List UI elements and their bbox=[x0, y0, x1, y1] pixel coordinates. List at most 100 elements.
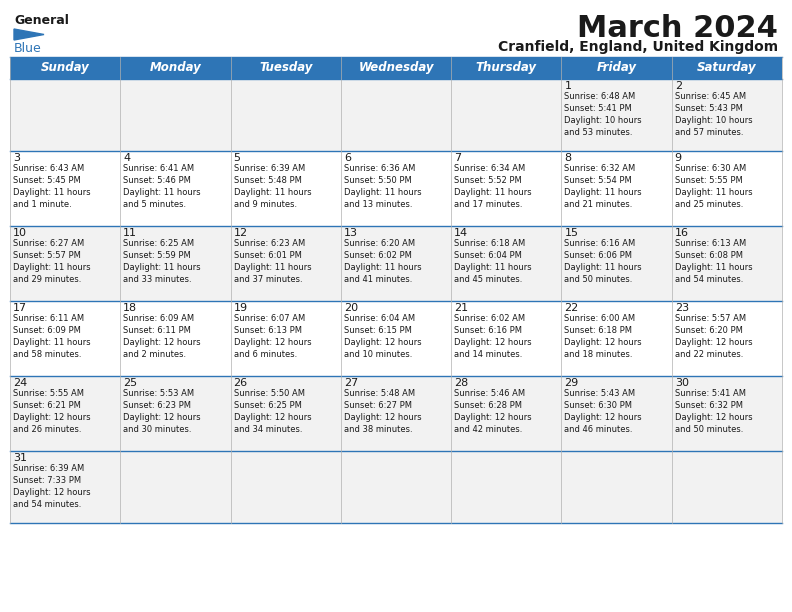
Text: 5: 5 bbox=[234, 153, 241, 163]
Bar bbox=[562, 79, 672, 151]
Bar bbox=[230, 376, 341, 451]
Bar bbox=[341, 151, 451, 226]
Text: 12: 12 bbox=[234, 228, 248, 238]
Text: 28: 28 bbox=[454, 378, 468, 388]
Bar bbox=[10, 151, 120, 226]
Bar bbox=[562, 57, 672, 79]
Text: 24: 24 bbox=[13, 378, 27, 388]
Text: 31: 31 bbox=[13, 453, 27, 463]
Text: Sunday: Sunday bbox=[40, 61, 89, 75]
Text: Cranfield, England, United Kingdom: Cranfield, England, United Kingdom bbox=[498, 40, 778, 54]
Text: Sunrise: 6:34 AM
Sunset: 5:52 PM
Daylight: 11 hours
and 17 minutes.: Sunrise: 6:34 AM Sunset: 5:52 PM Dayligh… bbox=[454, 164, 531, 209]
Text: Sunrise: 6:00 AM
Sunset: 6:18 PM
Daylight: 12 hours
and 18 minutes.: Sunrise: 6:00 AM Sunset: 6:18 PM Dayligh… bbox=[565, 314, 642, 359]
Bar bbox=[341, 301, 451, 376]
Text: Sunrise: 6:07 AM
Sunset: 6:13 PM
Daylight: 12 hours
and 6 minutes.: Sunrise: 6:07 AM Sunset: 6:13 PM Dayligh… bbox=[234, 314, 311, 359]
Bar bbox=[672, 151, 782, 226]
Bar bbox=[10, 376, 120, 451]
Text: 11: 11 bbox=[124, 228, 137, 238]
Bar bbox=[562, 451, 672, 523]
Bar bbox=[120, 301, 230, 376]
Text: Sunrise: 6:48 AM
Sunset: 5:41 PM
Daylight: 10 hours
and 53 minutes.: Sunrise: 6:48 AM Sunset: 5:41 PM Dayligh… bbox=[565, 92, 642, 138]
Text: Sunrise: 6:23 AM
Sunset: 6:01 PM
Daylight: 11 hours
and 37 minutes.: Sunrise: 6:23 AM Sunset: 6:01 PM Dayligh… bbox=[234, 239, 311, 285]
Bar bbox=[672, 376, 782, 451]
Text: Blue: Blue bbox=[14, 42, 42, 55]
Bar bbox=[230, 226, 341, 301]
Text: Sunrise: 6:18 AM
Sunset: 6:04 PM
Daylight: 11 hours
and 45 minutes.: Sunrise: 6:18 AM Sunset: 6:04 PM Dayligh… bbox=[454, 239, 531, 285]
Text: 4: 4 bbox=[124, 153, 131, 163]
Text: Sunrise: 6:16 AM
Sunset: 6:06 PM
Daylight: 11 hours
and 50 minutes.: Sunrise: 6:16 AM Sunset: 6:06 PM Dayligh… bbox=[565, 239, 642, 285]
Text: Sunrise: 6:13 AM
Sunset: 6:08 PM
Daylight: 11 hours
and 54 minutes.: Sunrise: 6:13 AM Sunset: 6:08 PM Dayligh… bbox=[675, 239, 752, 285]
Text: 23: 23 bbox=[675, 303, 689, 313]
Text: 15: 15 bbox=[565, 228, 578, 238]
Text: March 2024: March 2024 bbox=[577, 14, 778, 43]
Text: 14: 14 bbox=[454, 228, 468, 238]
Text: 9: 9 bbox=[675, 153, 682, 163]
Bar bbox=[341, 79, 451, 151]
Bar bbox=[230, 57, 341, 79]
Text: Sunrise: 5:46 AM
Sunset: 6:28 PM
Daylight: 12 hours
and 42 minutes.: Sunrise: 5:46 AM Sunset: 6:28 PM Dayligh… bbox=[454, 389, 531, 435]
Text: Sunrise: 6:11 AM
Sunset: 6:09 PM
Daylight: 11 hours
and 58 minutes.: Sunrise: 6:11 AM Sunset: 6:09 PM Dayligh… bbox=[13, 314, 90, 359]
Text: Saturday: Saturday bbox=[697, 61, 756, 75]
Text: Monday: Monday bbox=[150, 61, 201, 75]
Text: 6: 6 bbox=[344, 153, 351, 163]
Bar bbox=[230, 151, 341, 226]
Bar bbox=[230, 451, 341, 523]
Bar bbox=[562, 301, 672, 376]
Text: Sunrise: 5:50 AM
Sunset: 6:25 PM
Daylight: 12 hours
and 34 minutes.: Sunrise: 5:50 AM Sunset: 6:25 PM Dayligh… bbox=[234, 389, 311, 435]
Text: Sunrise: 6:09 AM
Sunset: 6:11 PM
Daylight: 12 hours
and 2 minutes.: Sunrise: 6:09 AM Sunset: 6:11 PM Dayligh… bbox=[124, 314, 201, 359]
Text: 8: 8 bbox=[565, 153, 572, 163]
Polygon shape bbox=[14, 29, 44, 40]
Text: 1: 1 bbox=[565, 81, 572, 91]
Text: 22: 22 bbox=[565, 303, 579, 313]
Bar bbox=[672, 226, 782, 301]
Text: 2: 2 bbox=[675, 81, 682, 91]
Text: Sunrise: 6:39 AM
Sunset: 5:48 PM
Daylight: 11 hours
and 9 minutes.: Sunrise: 6:39 AM Sunset: 5:48 PM Dayligh… bbox=[234, 164, 311, 209]
Text: 16: 16 bbox=[675, 228, 689, 238]
Text: Sunrise: 6:20 AM
Sunset: 6:02 PM
Daylight: 11 hours
and 41 minutes.: Sunrise: 6:20 AM Sunset: 6:02 PM Dayligh… bbox=[344, 239, 421, 285]
Text: Sunrise: 6:45 AM
Sunset: 5:43 PM
Daylight: 10 hours
and 57 minutes.: Sunrise: 6:45 AM Sunset: 5:43 PM Dayligh… bbox=[675, 92, 752, 138]
Text: Sunrise: 6:30 AM
Sunset: 5:55 PM
Daylight: 11 hours
and 25 minutes.: Sunrise: 6:30 AM Sunset: 5:55 PM Dayligh… bbox=[675, 164, 752, 209]
Bar bbox=[10, 226, 120, 301]
Bar bbox=[451, 301, 562, 376]
Text: Friday: Friday bbox=[596, 61, 637, 75]
Text: Sunrise: 6:25 AM
Sunset: 5:59 PM
Daylight: 11 hours
and 33 minutes.: Sunrise: 6:25 AM Sunset: 5:59 PM Dayligh… bbox=[124, 239, 201, 285]
Text: Sunrise: 6:39 AM
Sunset: 7:33 PM
Daylight: 12 hours
and 54 minutes.: Sunrise: 6:39 AM Sunset: 7:33 PM Dayligh… bbox=[13, 464, 90, 509]
Text: 18: 18 bbox=[124, 303, 137, 313]
Text: Sunrise: 5:43 AM
Sunset: 6:30 PM
Daylight: 12 hours
and 46 minutes.: Sunrise: 5:43 AM Sunset: 6:30 PM Dayligh… bbox=[565, 389, 642, 435]
Bar bbox=[451, 376, 562, 451]
Bar bbox=[341, 226, 451, 301]
Bar bbox=[562, 151, 672, 226]
Bar bbox=[451, 79, 562, 151]
Text: Sunrise: 5:48 AM
Sunset: 6:27 PM
Daylight: 12 hours
and 38 minutes.: Sunrise: 5:48 AM Sunset: 6:27 PM Dayligh… bbox=[344, 389, 421, 435]
Bar bbox=[562, 376, 672, 451]
Bar bbox=[451, 57, 562, 79]
Bar bbox=[120, 376, 230, 451]
Text: Sunrise: 5:41 AM
Sunset: 6:32 PM
Daylight: 12 hours
and 50 minutes.: Sunrise: 5:41 AM Sunset: 6:32 PM Dayligh… bbox=[675, 389, 752, 435]
Text: 7: 7 bbox=[454, 153, 461, 163]
Bar bbox=[672, 79, 782, 151]
Text: Sunrise: 5:55 AM
Sunset: 6:21 PM
Daylight: 12 hours
and 26 minutes.: Sunrise: 5:55 AM Sunset: 6:21 PM Dayligh… bbox=[13, 389, 90, 435]
Text: Sunrise: 6:43 AM
Sunset: 5:45 PM
Daylight: 11 hours
and 1 minute.: Sunrise: 6:43 AM Sunset: 5:45 PM Dayligh… bbox=[13, 164, 90, 209]
Text: 27: 27 bbox=[344, 378, 358, 388]
Text: 20: 20 bbox=[344, 303, 358, 313]
Bar bbox=[451, 451, 562, 523]
Bar bbox=[230, 301, 341, 376]
Text: Sunrise: 5:53 AM
Sunset: 6:23 PM
Daylight: 12 hours
and 30 minutes.: Sunrise: 5:53 AM Sunset: 6:23 PM Dayligh… bbox=[124, 389, 201, 435]
Text: 17: 17 bbox=[13, 303, 27, 313]
Bar bbox=[341, 57, 451, 79]
Bar bbox=[451, 226, 562, 301]
Text: Wednesday: Wednesday bbox=[358, 61, 434, 75]
Bar bbox=[230, 79, 341, 151]
Bar bbox=[451, 151, 562, 226]
Text: Sunrise: 5:57 AM
Sunset: 6:20 PM
Daylight: 12 hours
and 22 minutes.: Sunrise: 5:57 AM Sunset: 6:20 PM Dayligh… bbox=[675, 314, 752, 359]
Text: 13: 13 bbox=[344, 228, 358, 238]
Bar bbox=[120, 57, 230, 79]
Text: 3: 3 bbox=[13, 153, 20, 163]
Bar bbox=[120, 151, 230, 226]
Text: 26: 26 bbox=[234, 378, 248, 388]
Text: Sunrise: 6:27 AM
Sunset: 5:57 PM
Daylight: 11 hours
and 29 minutes.: Sunrise: 6:27 AM Sunset: 5:57 PM Dayligh… bbox=[13, 239, 90, 285]
Text: General: General bbox=[14, 14, 69, 27]
Bar bbox=[672, 57, 782, 79]
Bar bbox=[10, 79, 120, 151]
Text: Tuesday: Tuesday bbox=[259, 61, 312, 75]
